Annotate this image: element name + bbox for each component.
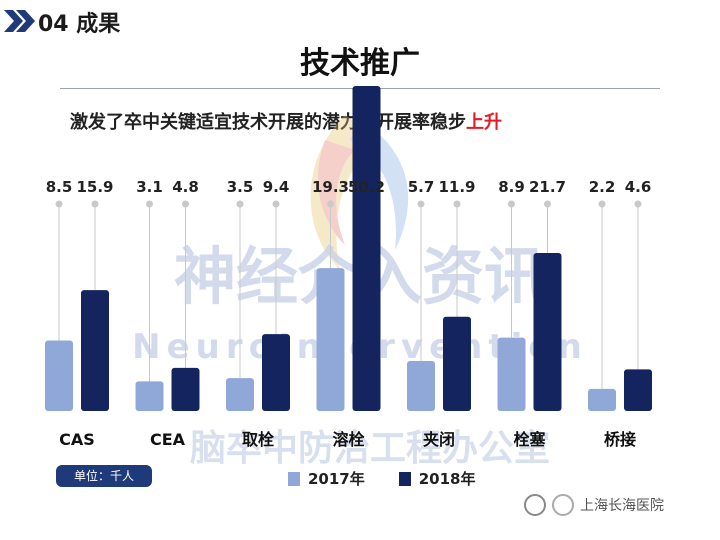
- section-title: 04 成果: [38, 12, 121, 37]
- value-label: 4.6: [625, 178, 652, 196]
- value-label: 4.8: [172, 178, 199, 196]
- category-label: CAS: [59, 430, 95, 449]
- leader-dot: [146, 200, 153, 208]
- bar-溶栓-2017年: [316, 268, 345, 411]
- value-label: 11.9: [438, 178, 475, 196]
- bar-CAS-2017年: [45, 340, 73, 411]
- bar-取栓-2018年: [262, 334, 290, 411]
- legend-item-2017: 2017年: [288, 468, 365, 489]
- value-label: 9.4: [263, 178, 290, 196]
- bar-桥接-2017年: [588, 388, 616, 411]
- legend-swatch-2017: [288, 471, 300, 486]
- category-label: 夹闭: [423, 430, 455, 449]
- bar-夹闭-2018年: [443, 316, 471, 411]
- section-chevron-icon: [4, 10, 36, 36]
- hospital-logo2-icon: [552, 494, 574, 516]
- category-label: 桥接: [604, 430, 636, 449]
- hospital-credit: 上海长海医院: [524, 494, 664, 516]
- legend-swatch-2018: [398, 471, 411, 486]
- bar-取栓-2017年: [226, 378, 254, 411]
- legend: 2017年 2018年: [288, 468, 510, 489]
- leader-dot: [417, 200, 425, 208]
- value-label: 19.3: [312, 178, 349, 196]
- bar-夹闭-2017年: [407, 360, 435, 411]
- leader-dot: [91, 200, 99, 208]
- category-label: CEA: [150, 430, 186, 449]
- leader-dot: [453, 200, 461, 208]
- category-label: 栓塞: [513, 430, 546, 449]
- value-label: 2.2: [589, 178, 616, 196]
- bar-栓塞-2017年: [497, 337, 526, 411]
- value-label: 15.9: [76, 178, 113, 196]
- legend-label-2017: 2017年: [308, 470, 365, 488]
- value-label: 50.2: [348, 178, 385, 196]
- bar-CAS-2018年: [81, 290, 109, 411]
- unit-badge: 单位：千人: [56, 465, 152, 487]
- bar-栓塞-2018年: [533, 253, 562, 411]
- leader-dot: [236, 200, 244, 208]
- bar-溶栓-2018年: [352, 86, 381, 411]
- subtitle-highlight: 上升: [466, 112, 502, 133]
- value-label: 8.9: [498, 178, 525, 196]
- page-title: 技术推广: [300, 46, 420, 81]
- hospital-name: 上海长海医院: [580, 498, 664, 514]
- leader-dot: [598, 200, 606, 208]
- leader-dot: [182, 200, 189, 208]
- legend-label-2018: 2018年: [418, 470, 476, 488]
- value-label: 21.7: [529, 178, 566, 196]
- leader-dot: [272, 200, 280, 208]
- bar-桥接-2018年: [624, 369, 652, 411]
- bar-CEA-2018年: [171, 367, 200, 411]
- legend-item-2018: 2018年: [398, 468, 476, 489]
- category-label: 溶栓: [332, 430, 365, 449]
- category-label: 取栓: [242, 430, 275, 449]
- hospital-logo-icon: [524, 494, 546, 516]
- leader-dot: [544, 200, 551, 208]
- leader-dot: [55, 200, 63, 208]
- value-label: 5.7: [408, 178, 435, 196]
- leader-dot: [508, 200, 515, 208]
- leader-dot: [327, 200, 334, 208]
- value-label: 3.5: [227, 178, 254, 196]
- value-label: 8.5: [46, 178, 73, 196]
- leader-dot: [634, 200, 642, 208]
- value-label: 3.1: [136, 178, 163, 196]
- bar-CEA-2017年: [135, 381, 164, 411]
